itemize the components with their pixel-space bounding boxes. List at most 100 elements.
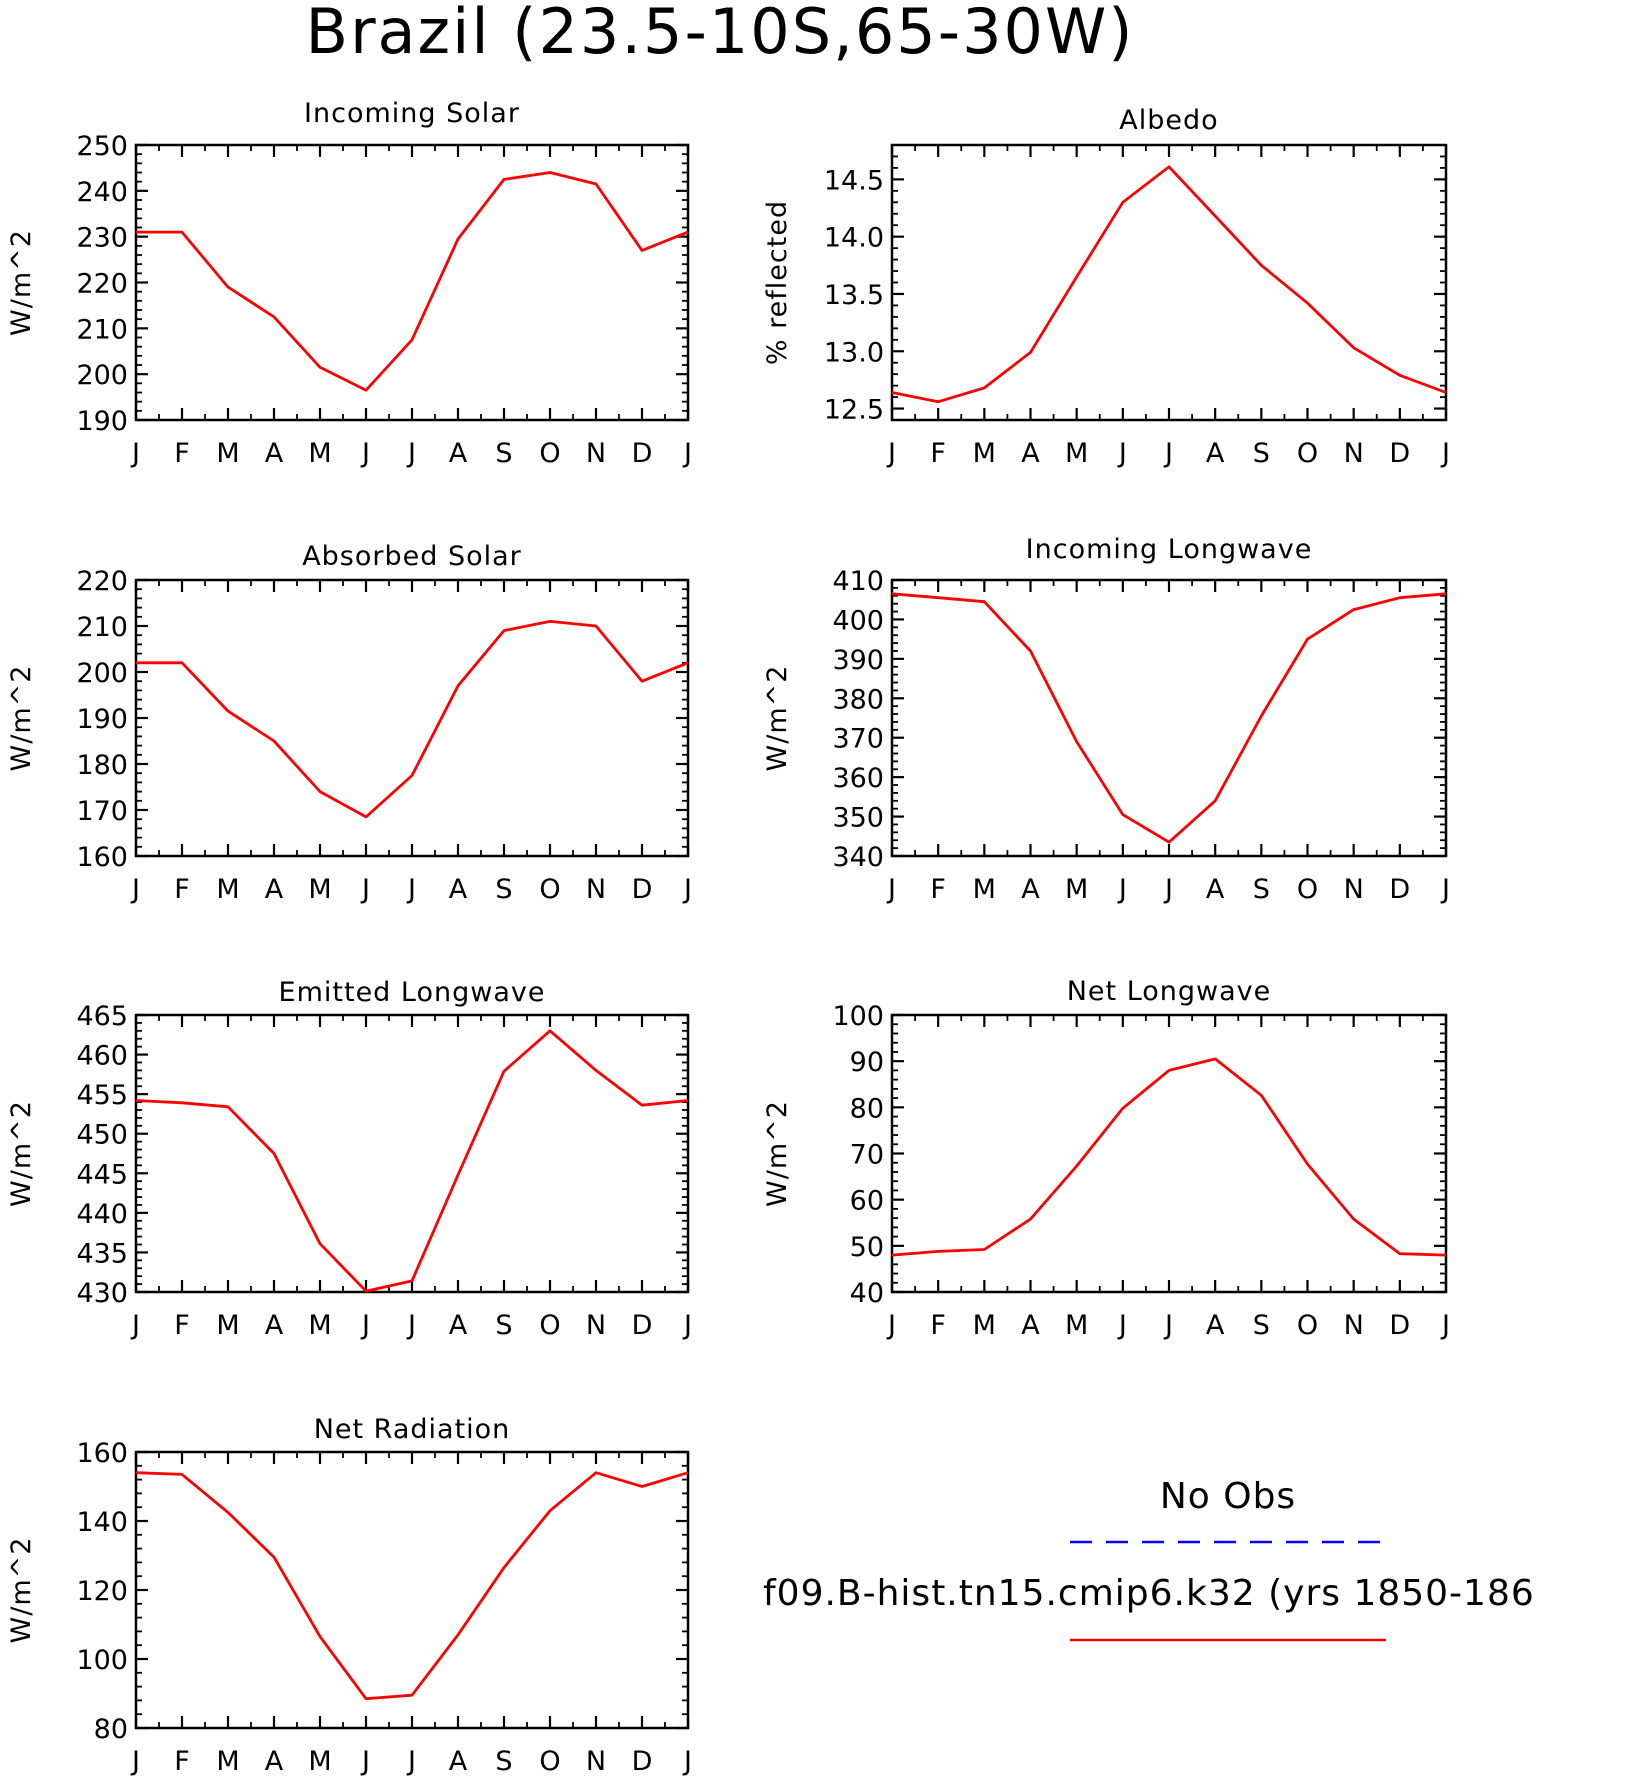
x-tick-label: M [308,1746,331,1777]
x-tick-label: F [174,874,190,905]
x-tick-label: A [449,1746,468,1777]
x-tick-label: F [930,874,946,905]
x-tick-label: M [973,438,996,469]
x-tick-label: S [1253,438,1270,469]
x-tick-label: J [360,874,370,905]
x-tick-label: M [216,1310,239,1341]
x-tick-label: A [265,874,284,905]
panel-title: Net Longwave [1067,976,1272,1007]
x-tick-label: D [632,874,653,905]
y-tick-label: 180 [76,750,128,781]
panel-incoming-solar: J F M A M J J A S O N D J190200210220230240250W/m^2I… [6,98,692,469]
y-tick-label: 220 [76,566,128,597]
x-tick-label: J [1163,1310,1173,1341]
x-tick-label: J [886,874,896,905]
series-line [135,1471,689,1701]
y-axis-label: W/m^2 [762,1100,793,1207]
y-tick-label: 90 [850,1047,884,1078]
x-tick-label: N [586,1310,606,1341]
y-tick-label: 240 [76,177,128,208]
x-tick-label: D [1389,874,1410,905]
y-tick-label: 350 [832,803,884,834]
x-tick-label: F [174,438,190,469]
y-tick-label: 450 [76,1120,128,1151]
y-tick-label: 60 [850,1186,884,1217]
y-tick-label: 465 [76,1001,128,1032]
x-tick-label: J [682,438,692,469]
x-tick-label: N [586,1746,606,1777]
plot-frame [890,578,1448,858]
x-tick-label: O [1297,438,1318,469]
y-tick-label: 160 [76,842,128,873]
x-tick-label: M [973,1310,996,1341]
y-tick-label: 14.0 [824,223,884,254]
y-tick-label: 40 [850,1278,884,1309]
y-tick-label: 13.5 [824,280,884,311]
x-tick-label: N [586,874,606,905]
panel-emitted-longwave: J F M A M J J A S O N D J430435440445450455460465W/m… [6,977,692,1341]
y-tick-label: 12.5 [824,395,884,426]
plot-frame [890,143,1448,422]
panel-title: Incoming Solar [304,98,520,129]
plot-frame [134,1013,690,1294]
x-tick-label: J [682,1746,692,1777]
x-tick-label: J [130,1746,140,1777]
panel-incoming-longwave: J F M A M J J A S O N D J340350360370380390400410W/m… [762,534,1450,905]
panel-title: Net Radiation [314,1414,511,1445]
x-tick-label: J [1117,874,1127,905]
x-tick-label: M [216,874,239,905]
legend: No Obs f09.B-hist.tn15.cmip6.k32 (yrs 18… [763,1476,1535,1642]
x-tick-label: D [632,1310,653,1341]
series-line [891,165,1447,404]
y-tick-label: 14.5 [824,165,884,196]
y-tick-label: 200 [76,658,128,689]
plot-frame [134,143,690,422]
y-axis-label: W/m^2 [6,229,37,336]
x-tick-label: F [174,1310,190,1341]
y-axis-label: W/m^2 [6,665,37,772]
x-tick-label: S [495,874,512,905]
x-tick-label: D [1389,438,1410,469]
panel-absorbed-solar: J F M A M J J A S O N D J160170180190200210220W/m^2A… [6,541,692,905]
y-tick-label: 170 [76,796,128,827]
x-tick-label: D [632,1746,653,1777]
x-tick-label: J [406,1310,416,1341]
x-tick-label: M [1065,874,1088,905]
y-tick-label: 160 [76,1438,128,1469]
x-tick-label: M [1065,1310,1088,1341]
x-tick-label: M [973,874,996,905]
y-tick-label: 410 [832,566,884,597]
y-axis-label: % reflected [762,200,793,365]
y-axis-label: W/m^2 [6,1537,37,1644]
x-tick-label: A [449,1310,468,1341]
x-tick-label: S [495,438,512,469]
x-tick-label: F [930,438,946,469]
y-tick-label: 120 [76,1576,128,1607]
x-tick-label: J [886,438,896,469]
x-tick-label: A [1021,438,1040,469]
x-tick-label: J [360,1746,370,1777]
x-tick-label: A [1021,874,1040,905]
x-tick-label: J [130,1310,140,1341]
panel-title: Absorbed Solar [302,541,522,572]
x-tick-label: N [1344,1310,1364,1341]
y-tick-label: 190 [76,406,128,437]
y-tick-label: 230 [76,223,128,254]
y-tick-label: 390 [832,645,884,676]
y-tick-label: 13.0 [824,337,884,368]
x-tick-label: J [1440,874,1450,905]
x-tick-label: O [1297,874,1318,905]
x-tick-label: J [130,438,140,469]
x-tick-label: J [1163,438,1173,469]
x-tick-label: M [308,1310,331,1341]
x-tick-label: A [1021,1310,1040,1341]
x-tick-label: A [1206,874,1225,905]
x-tick-label: A [449,874,468,905]
x-tick-label: S [1253,1310,1270,1341]
x-tick-label: J [1117,1310,1127,1341]
legend-model-label: f09.B-hist.tn15.cmip6.k32 (yrs 1850-186 [763,1573,1535,1614]
x-tick-label: O [539,874,560,905]
x-tick-label: A [265,438,284,469]
